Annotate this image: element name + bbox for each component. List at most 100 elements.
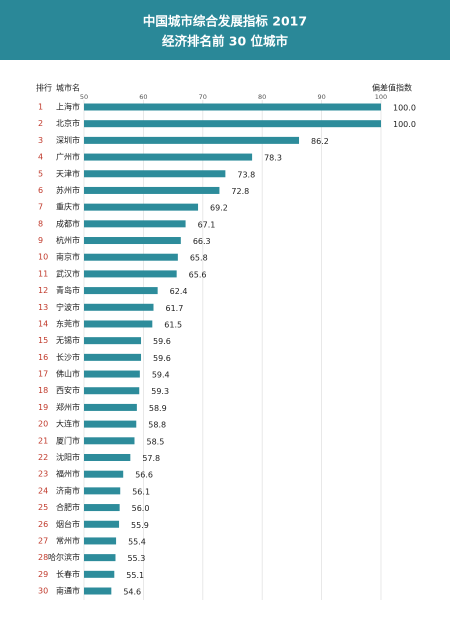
value-label: 55.1 xyxy=(126,571,144,580)
x-tick-label: 70 xyxy=(199,93,207,101)
rank-label: 19 xyxy=(38,403,48,412)
bar xyxy=(84,270,177,278)
y-tick-label: 无锡市 xyxy=(56,335,80,345)
rank-label: 28 xyxy=(38,553,48,562)
bar xyxy=(84,537,117,545)
value-label: 58.8 xyxy=(148,421,166,430)
rank-label: 22 xyxy=(38,453,48,462)
rank-label: 15 xyxy=(38,336,48,345)
value-label: 72.8 xyxy=(231,187,249,196)
rank-label: 27 xyxy=(38,536,48,545)
y-tick-label: 大连市 xyxy=(56,419,80,429)
x-tick-label: 60 xyxy=(139,93,147,101)
value-label: 61.5 xyxy=(164,320,182,329)
y-tick-label: 长春市 xyxy=(56,569,80,579)
header-band xyxy=(0,0,450,60)
bar xyxy=(84,136,300,144)
rank-label: 5 xyxy=(38,169,43,178)
value-label: 62.4 xyxy=(170,287,188,296)
rank-label: 16 xyxy=(38,353,48,362)
y-tick-label: 武汉市 xyxy=(56,268,80,278)
value-label: 58.9 xyxy=(149,404,167,413)
category-header: 城市名 xyxy=(56,83,80,93)
rank-label: 1 xyxy=(38,103,43,112)
rank-label: 20 xyxy=(38,420,48,429)
bar xyxy=(84,453,131,461)
y-tick-label: 北京市 xyxy=(56,118,80,128)
rank-label: 8 xyxy=(38,219,43,228)
y-tick-label: 深圳市 xyxy=(56,135,80,145)
y-tick-label: 青岛市 xyxy=(56,285,80,295)
value-label: 65.8 xyxy=(190,254,208,263)
chart-subtitle: 经济排名前 30 位城市 xyxy=(162,34,289,49)
rank-label: 30 xyxy=(38,587,48,596)
value-label: 61.7 xyxy=(165,304,183,313)
y-tick-label: 福州市 xyxy=(56,469,80,479)
value-label: 58.5 xyxy=(146,437,164,446)
x-tick-label: 100 xyxy=(375,93,387,101)
bar xyxy=(84,337,142,345)
rank-label: 24 xyxy=(38,486,48,495)
rank-label: 29 xyxy=(38,570,48,579)
rank-label: 7 xyxy=(38,203,43,212)
y-tick-label: 重庆市 xyxy=(56,202,80,212)
bar xyxy=(84,403,137,411)
x-tick-label: 80 xyxy=(258,93,266,101)
rank-label: 3 xyxy=(38,136,43,145)
rank-label: 9 xyxy=(38,236,43,245)
bar xyxy=(84,570,115,578)
bar xyxy=(84,520,120,528)
y-tick-label: 南通市 xyxy=(56,586,80,596)
bar xyxy=(84,153,253,161)
y-tick-label: 杭州市 xyxy=(56,235,80,245)
y-tick-label: 广州市 xyxy=(56,152,80,162)
y-tick-label: 西安市 xyxy=(56,385,80,395)
rank-label: 23 xyxy=(38,470,48,479)
value-label: 73.8 xyxy=(237,170,255,179)
bar xyxy=(84,470,124,478)
y-tick-label: 合肥市 xyxy=(56,502,80,512)
bar xyxy=(84,387,140,395)
value-label: 54.6 xyxy=(123,588,141,597)
bar xyxy=(84,320,153,328)
y-tick-label: 南京市 xyxy=(56,252,80,262)
y-tick-label: 东莞市 xyxy=(56,318,80,328)
y-tick-label: 济南市 xyxy=(56,485,80,495)
bar xyxy=(84,287,158,295)
y-tick-label: 宁波市 xyxy=(56,302,80,312)
bar xyxy=(84,587,112,595)
rank-header: 排行 xyxy=(36,83,52,93)
value-label: 59.6 xyxy=(153,337,171,346)
value-label: 55.4 xyxy=(128,537,146,546)
bar xyxy=(84,170,226,178)
y-tick-label: 哈尔滨市 xyxy=(48,552,80,562)
bar xyxy=(84,353,142,361)
rank-label: 17 xyxy=(38,370,48,379)
rank-label: 18 xyxy=(38,386,48,395)
bar xyxy=(84,103,381,111)
value-label: 57.8 xyxy=(142,454,160,463)
rank-label: 10 xyxy=(38,253,48,262)
value-label: 100.0 xyxy=(393,104,416,113)
rank-label: 26 xyxy=(38,520,48,529)
value-label: 59.6 xyxy=(153,354,171,363)
bar xyxy=(84,253,178,261)
bar xyxy=(84,120,381,128)
y-tick-label: 成都市 xyxy=(56,218,80,228)
rank-label: 12 xyxy=(38,286,48,295)
y-tick-label: 天津市 xyxy=(56,168,80,178)
value-label: 67.1 xyxy=(198,220,216,229)
y-tick-label: 郑州市 xyxy=(56,402,80,412)
value-label: 100.0 xyxy=(393,120,416,129)
bar xyxy=(84,554,116,562)
rank-label: 14 xyxy=(38,319,48,328)
y-tick-label: 苏州市 xyxy=(56,185,80,195)
bar xyxy=(84,237,181,245)
value-label: 55.3 xyxy=(127,554,145,563)
value-label: 86.2 xyxy=(311,137,329,146)
x-tick-label: 90 xyxy=(317,93,325,101)
rank-label: 13 xyxy=(38,303,48,312)
y-tick-label: 常州市 xyxy=(56,535,80,545)
value-label: 55.9 xyxy=(131,521,149,530)
